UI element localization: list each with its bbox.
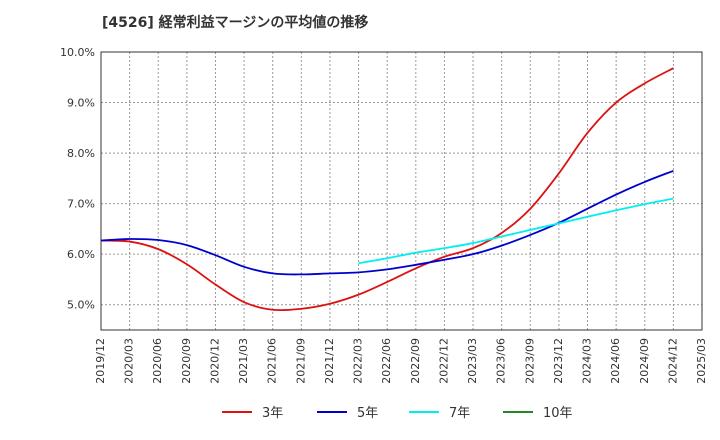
y-tick-label: 5.0%: [67, 299, 95, 312]
x-tick-label: 2021/12: [323, 338, 336, 384]
series-line-1: [100, 67, 674, 312]
x-tick-label: 2020/09: [180, 338, 193, 384]
plot-frame: [100, 51, 703, 331]
x-tick-label: 2023/09: [523, 338, 536, 384]
y-tick-label: 6.0%: [67, 248, 95, 261]
legend-label-2: 5年: [357, 406, 378, 421]
y-tick-label: 8.0%: [67, 147, 95, 160]
x-tick-label: 2020/03: [123, 338, 136, 384]
legend-label-1: 3年: [262, 406, 283, 421]
x-tick-label: 2019/12: [94, 338, 107, 384]
series-line-2: [100, 169, 674, 276]
legend-label-4: 10年: [543, 406, 573, 421]
x-tick-label: 2023/12: [552, 338, 565, 384]
plot-area: [101, 52, 702, 330]
x-tick-label: 2022/09: [409, 338, 422, 384]
x-tick-label: 2021/03: [237, 338, 250, 384]
x-tick-label: 2024/09: [638, 338, 651, 384]
x-tick-label: 2022/12: [437, 338, 450, 384]
series-line-3: [358, 197, 674, 265]
x-tick-label: 2025/03: [695, 338, 708, 384]
y-tick-label: 7.0%: [67, 198, 95, 211]
x-tick-label: 2022/03: [352, 338, 365, 384]
x-tick-label: 2023/06: [495, 338, 508, 384]
x-tick-label: 2022/06: [380, 338, 393, 384]
x-tick-label: 2020/12: [208, 338, 221, 384]
x-tick-label: 2021/09: [294, 338, 307, 384]
x-tick-label: 2024/03: [581, 338, 594, 384]
x-tick-label: 2023/03: [466, 338, 479, 384]
x-tick-label: 2024/06: [609, 338, 622, 384]
x-tick-label: 2021/06: [266, 338, 279, 384]
y-tick-label: 9.0%: [67, 97, 95, 110]
y-tick-label: 10.0%: [60, 46, 95, 59]
x-tick-label: 2020/06: [151, 338, 164, 384]
legend-label-3: 7年: [449, 406, 470, 421]
x-tick-label: 2024/12: [666, 338, 679, 384]
chart-title: [4526] 経常利益マージンの平均値の推移: [102, 15, 369, 31]
